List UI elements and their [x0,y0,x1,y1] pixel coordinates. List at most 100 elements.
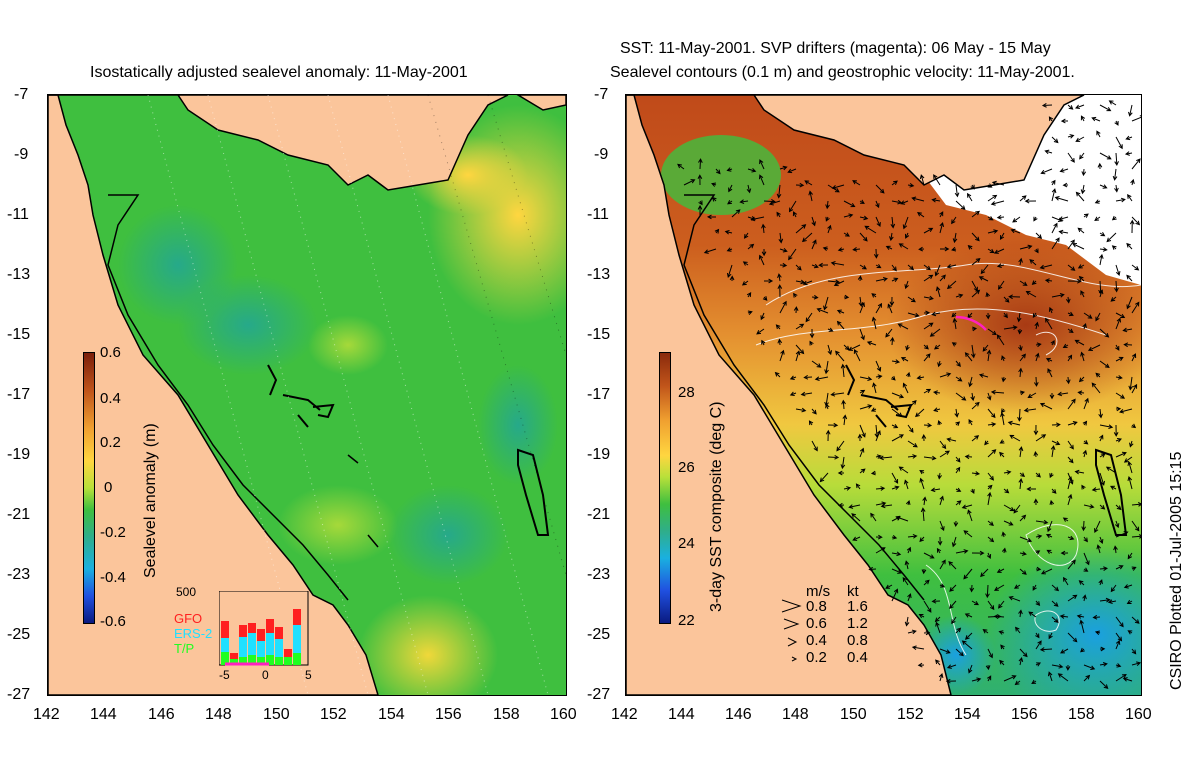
velocity-arrow [875,302,883,314]
velocity-arrow [999,659,1005,666]
velocity-arrow [984,440,989,446]
velocity-arrow [1128,104,1133,117]
velocity-arrow [915,408,925,418]
velocity-arrow [1096,130,1101,138]
velocity-arrow [935,621,941,634]
velocity-arrow [993,614,1005,619]
velocity-arrow [1035,632,1040,639]
velocity-arrow [1126,599,1133,605]
velocity-arrow [1000,644,1005,650]
velocity-arrow [1127,460,1133,474]
right-x-tick: 160 [1125,706,1152,723]
velocity-arrow [677,163,685,170]
velocity-arrow [1128,376,1134,391]
velocity-arrow [825,200,830,210]
sealevel-cb-tick: -0.4 [100,569,126,586]
velocity-arrow [937,420,942,426]
velocity-arrow [1112,168,1118,181]
velocity-arrow [948,560,957,570]
velocity-arrow [993,584,1005,591]
velocity-arrow [987,194,998,202]
velocity-arrow [800,391,813,397]
velocity-arrow [1075,104,1085,110]
velocity-arrow [788,248,797,261]
left-y-tick: -21 [7,506,31,523]
sst-velocity-map[interactable] [625,94,1142,696]
velocity-arrow [980,264,989,275]
velocity-arrow [774,371,781,378]
velocity-arrow [1131,353,1137,362]
velocity-arrow [1033,498,1039,506]
velocity-arrow [999,232,1005,240]
left-y-tick: -23 [7,566,31,583]
coral-sea-islands [267,364,335,428]
velocity-arrow [1078,376,1085,383]
velocity-arrow [789,391,797,397]
velocity-arrow [923,422,933,428]
svp-drifter-track [955,315,987,331]
velocity-arrow [714,228,720,234]
velocity-arrow [1119,408,1133,414]
velocity-arrow [1001,376,1007,383]
velocity-arrow [971,401,980,410]
velocity-arrow [891,392,905,399]
velocity-arrow [795,323,805,330]
right-y-tick: -17 [587,386,611,403]
velocity-arrow [1003,325,1018,330]
velocity-arrow [987,472,994,481]
velocity-arrow [937,360,942,368]
velocity-arrow [898,243,909,250]
velocity-arrow [1131,661,1141,666]
new-caledonia [517,448,550,536]
velocity-arrow [1035,519,1049,525]
velocity-arrow [998,600,1005,609]
velocity-arrow [795,264,802,271]
velocity-arrow [793,292,798,298]
velocity-arrow [1131,502,1141,507]
inset-x-tick: 5 [305,668,312,682]
velocity-arrow [747,243,755,250]
velocity-arrow [1115,392,1126,399]
velocity-arrow [697,174,703,186]
velocity-arrow [964,352,973,362]
velocity-arrow [787,168,797,174]
right-y-tick: -23 [587,566,611,583]
velocity-arrow [1018,609,1023,618]
left-y-tick: -19 [7,446,31,463]
velocity-arrow [1078,275,1085,282]
velocity-arrow [987,216,994,221]
velocity-arrow [1062,182,1069,188]
velocity-arrow [949,584,957,592]
velocity-arrow [1099,662,1108,667]
velocity-arrow [937,472,943,480]
velocity-arrow [726,264,733,278]
sealevel-cb-tick: 0.2 [100,434,121,451]
velocity-arrow [985,312,991,320]
right-x-tick: 152 [897,706,924,723]
velocity-arrow [848,344,861,351]
velocity-arrow [1057,391,1069,397]
velocity-arrow [1094,216,1101,221]
velocity-arrow [1077,264,1085,269]
velocity-arrow [919,536,925,543]
velocity-arrow [952,317,958,330]
velocity-arrow [1031,280,1037,286]
right-x-tick: 148 [782,706,809,723]
velocity-arrow [963,568,973,580]
velocity-arrow [987,600,995,611]
right-panel-title-line1: SST: 11-May-2001. SVP drifters (magenta)… [620,40,1051,57]
velocity-arrow [904,280,909,290]
velocity-arrow [891,424,899,429]
velocity-arrow [1115,356,1124,362]
velocity-arrow [987,536,995,543]
velocity-arrow [1127,630,1133,635]
left-x-tick: 154 [378,706,405,723]
velocity-arrow [833,280,845,287]
sealevel-colorbar-title: Sealevel anomaly (m) [142,423,159,578]
velocity-arrow [811,294,819,300]
right-y-tick: -21 [587,506,611,523]
velocity-arrow [1035,566,1042,572]
velocity-arrow [1046,549,1053,555]
velocity-arrow [1083,552,1090,566]
velocity-arrow [933,407,941,412]
